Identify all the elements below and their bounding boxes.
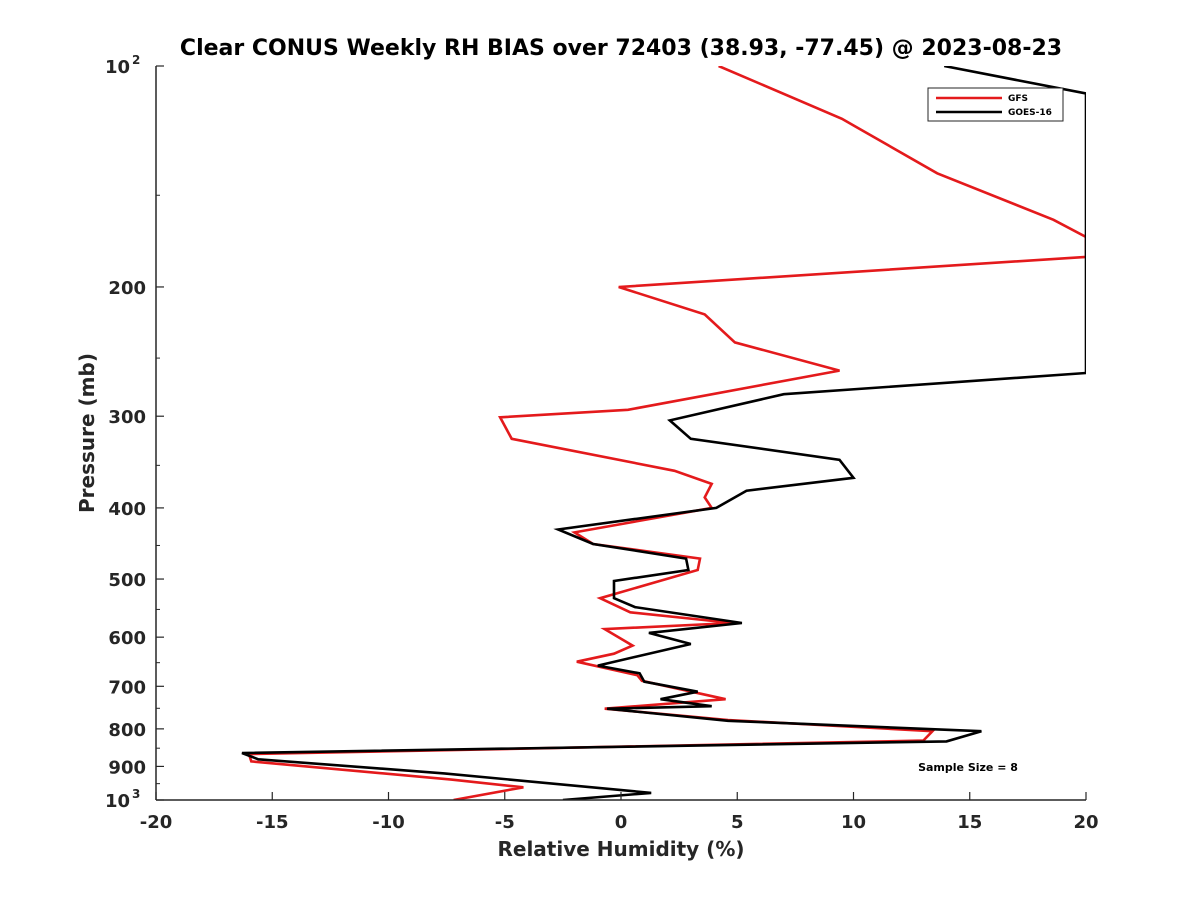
y-tick-label: 400 — [108, 499, 146, 520]
y-tick-label: 600 — [108, 628, 146, 649]
x-tick-label: 0 — [615, 812, 628, 833]
series-line-goes-16 — [241, 66, 1086, 800]
y-tick-label: 800 — [108, 720, 146, 741]
x-tick-label: 5 — [731, 812, 744, 833]
sample-size-annotation: Sample Size = 8 — [918, 761, 1018, 774]
y-tick-label: 10 — [105, 57, 130, 78]
y-tick-exponent: 3 — [132, 787, 140, 801]
x-tick-label: -5 — [495, 812, 515, 833]
x-axis-label: Relative Humidity (%) — [497, 837, 744, 861]
plot-area: -20 -15 -10 -5 0 5 10 15 20 10 220030040050060070… — [105, 53, 1099, 833]
x-tick-label: 15 — [957, 812, 982, 833]
series-layer — [241, 66, 1086, 800]
x-tick-label: -20 — [140, 812, 173, 833]
legend-label: GFS — [1008, 94, 1028, 104]
y-tick-exponent: 2 — [132, 53, 140, 67]
y-tick-label: 200 — [108, 278, 146, 299]
legend-label: GOES-16 — [1008, 108, 1052, 118]
x-tick-label: 10 — [841, 812, 866, 833]
y-axis-label: Pressure (mb) — [75, 353, 99, 513]
x-ticks: -20 -15 -10 -5 0 5 10 15 20 — [140, 792, 1099, 833]
legend-box — [927, 87, 1064, 122]
y-tick-label: 900 — [108, 757, 146, 778]
y-tick-label: 300 — [108, 407, 146, 428]
legend: GFS GOES-16 — [927, 87, 1064, 122]
y-tick-label: 10 — [105, 791, 130, 812]
x-tick-label: -15 — [256, 812, 289, 833]
x-tick-label: -10 — [372, 812, 405, 833]
x-tick-label: 20 — [1073, 812, 1098, 833]
y-tick-label: 700 — [108, 677, 146, 698]
y-tick-label: 500 — [108, 570, 146, 591]
series-line-gfs — [247, 66, 1086, 800]
chart-title: Clear CONUS Weekly RH BIAS over 72403 (3… — [180, 36, 1062, 61]
